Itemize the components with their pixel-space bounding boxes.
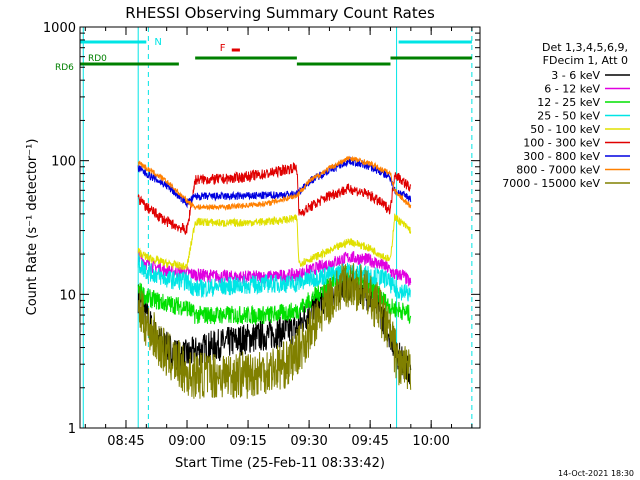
legend: Det 1,3,4,5,6,9, FDecim 1, Att 0 3 - 6 k… xyxy=(502,41,630,190)
axes-frame xyxy=(79,26,481,429)
legend-label-7: 800 - 7000 keV xyxy=(516,164,600,177)
legend-label-8: 7000 - 15000 keV xyxy=(502,177,600,190)
x-tick-label-0: 08:45 xyxy=(107,434,144,449)
series-line-4 xyxy=(137,213,412,270)
y-tick-label-2: 100 xyxy=(51,155,76,170)
series-line-7 xyxy=(137,155,412,212)
legend-label-1: 6 - 12 keV xyxy=(544,83,600,96)
x-axis: 08:45 09:00 09:15 09:30 09:45 10:00 xyxy=(84,27,473,449)
plot-area: N F RD0 RD6 xyxy=(55,26,481,429)
rd6-label: RD6 xyxy=(55,63,74,73)
legend-header-line-2: FDecim 1, Att 0 xyxy=(543,54,628,67)
legend-header-line-1: Det 1,3,4,5,6,9, xyxy=(542,41,628,54)
y-axis-label: Count Rate (s⁻¹ detector⁻¹) xyxy=(25,139,40,316)
flare-flag-label: F xyxy=(220,43,226,54)
series-line-5 xyxy=(137,162,412,235)
legend-label-2: 12 - 25 keV xyxy=(537,96,600,109)
x-tick-label-2: 09:15 xyxy=(229,434,266,449)
y-tick-label-0: 1 xyxy=(68,422,76,437)
x-tick-label-5: 10:00 xyxy=(412,434,449,449)
generation-timestamp: 14-Oct-2021 18:30 xyxy=(558,469,634,478)
legend-label-6: 300 - 800 keV xyxy=(523,150,600,163)
y-tick-label-3: 1000 xyxy=(43,21,76,36)
x-tick-label-1: 09:00 xyxy=(168,434,205,449)
legend-label-5: 100 - 300 keV xyxy=(523,137,600,150)
x-tick-label-4: 09:45 xyxy=(351,434,388,449)
rd0-label: RD0 xyxy=(88,54,107,64)
series-line-6 xyxy=(137,156,412,209)
x-axis-label: Start Time (25-Feb-11 08:33:42) xyxy=(175,456,385,471)
y-axis: 1 10 100 1000 xyxy=(43,21,480,437)
chart-title: RHESSI Observing Summary Count Rates xyxy=(125,4,435,22)
legend-label-4: 50 - 100 keV xyxy=(530,123,600,136)
legend-label-0: 3 - 6 keV xyxy=(551,69,600,82)
series-line-8 xyxy=(137,263,412,399)
night-flag-label: N xyxy=(154,37,161,48)
y-tick-label-1: 10 xyxy=(59,288,76,303)
x-tick-label-3: 09:30 xyxy=(290,434,327,449)
legend-label-3: 25 - 50 keV xyxy=(537,110,600,123)
